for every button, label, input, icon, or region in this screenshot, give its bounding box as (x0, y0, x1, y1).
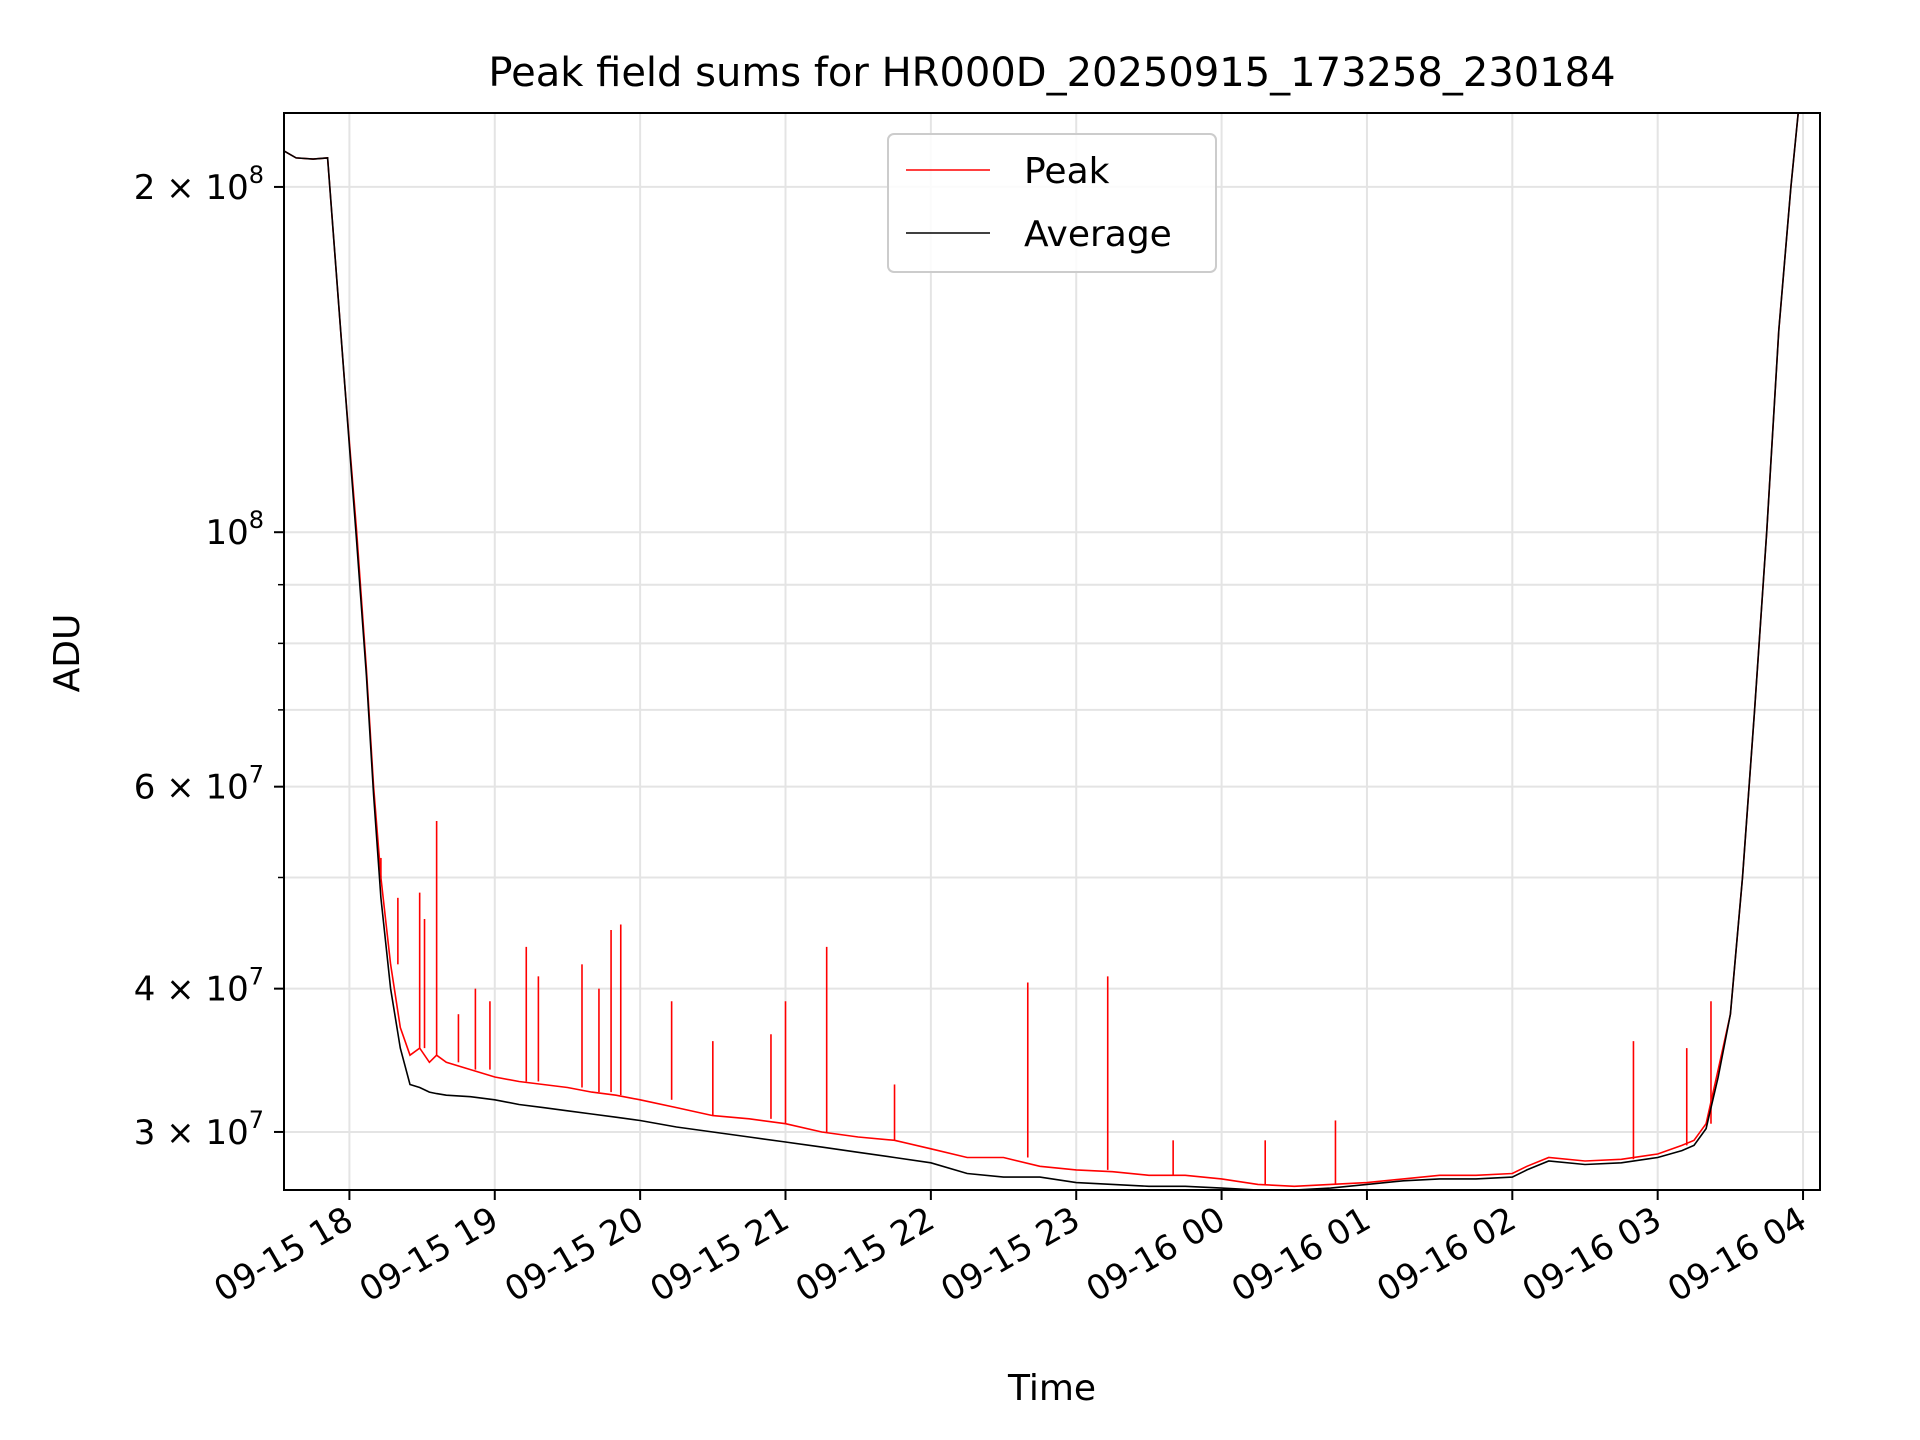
legend-box (887, 133, 1217, 273)
grid (284, 113, 1820, 1190)
series-line-average (284, 113, 1799, 1190)
y-tick-label-base: 3 × 10 (134, 1113, 249, 1153)
series-layer (284, 113, 1799, 1190)
y-tick-label-exponent: 8 (249, 161, 264, 189)
y-tick-label: 6 × 107 (134, 761, 264, 808)
legend-label-average: Average (1024, 214, 1172, 255)
y-tick-label-exponent: 7 (249, 761, 264, 789)
legend-label-peak: Peak (1024, 151, 1110, 192)
y-tick-label-exponent: 7 (249, 963, 264, 991)
y-tick-label-base: 10 (205, 513, 248, 553)
y-tick-label-base: 6 × 10 (134, 768, 249, 808)
y-tick-label-exponent: 8 (249, 506, 264, 534)
y-tick-label: 108 (205, 506, 264, 553)
series-line-peak (284, 113, 1799, 1188)
legend: Peak Average (887, 133, 1217, 273)
y-axis-label: ADU (47, 614, 88, 693)
y-tick-label: 3 × 107 (134, 1106, 264, 1153)
plot-frame (283, 112, 1821, 1191)
y-tick-label-base: 4 × 10 (134, 970, 249, 1010)
y-tick-label: 2 × 108 (134, 161, 264, 208)
y-tick-label-base: 2 × 10 (134, 168, 249, 208)
y-tick-label: 4 × 107 (134, 963, 264, 1010)
chart-title: Peak field sums for HR000D_20250915_1732… (488, 50, 1615, 96)
y-tick-label-exponent: 7 (249, 1106, 264, 1134)
x-axis-label: Time (1007, 1368, 1096, 1409)
